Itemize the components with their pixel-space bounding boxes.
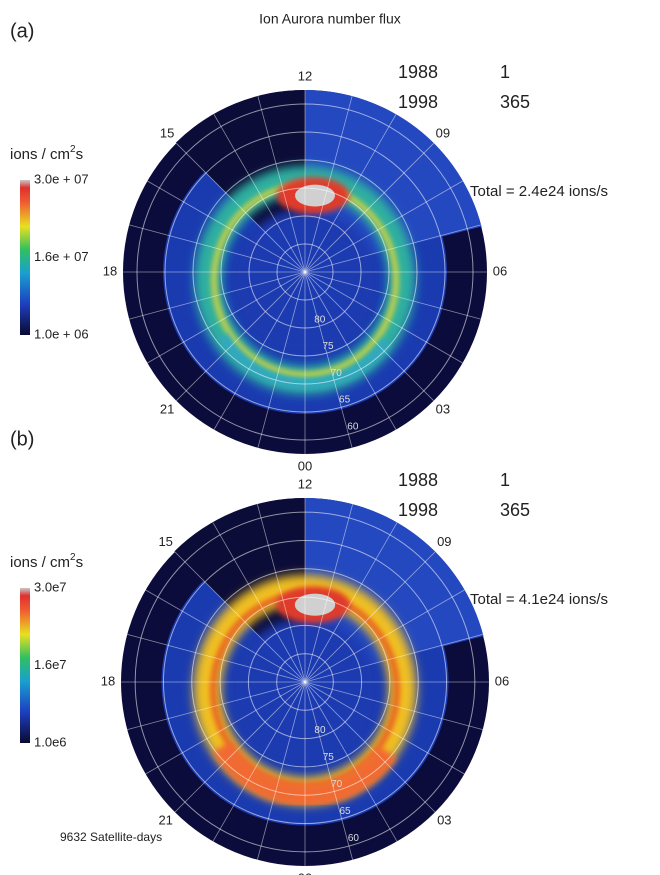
mlt-label: 06: [495, 673, 509, 688]
mlt-label: 18: [101, 673, 115, 688]
mlt-label: 03: [437, 813, 451, 828]
colorbar-unit: ions / cm2s: [10, 144, 83, 163]
mlt-label: 00: [298, 870, 312, 875]
lat-label: 65: [339, 395, 351, 406]
mlt-label: 12: [298, 476, 312, 491]
year: 1998: [398, 92, 438, 112]
figure: Ion Aurora number flux 9632 Satellite-da…: [0, 0, 660, 875]
lat-label: 70: [331, 368, 343, 379]
day: 1: [500, 470, 510, 490]
mlt-label: 12: [298, 68, 312, 83]
lat-label: 75: [322, 341, 334, 352]
mlt-label: 15: [158, 534, 172, 549]
unit-base: ions / cm: [10, 554, 70, 571]
colorbar-label: 1.6e + 07: [34, 249, 89, 264]
lat-label: 60: [348, 833, 360, 844]
mlt-label: 21: [158, 813, 172, 828]
day: 365: [500, 500, 530, 520]
unit-tail: s: [76, 554, 84, 571]
colorbar: [20, 180, 30, 335]
mlt-label: 18: [103, 263, 117, 278]
year: 1988: [398, 62, 438, 82]
mlt-label: 06: [493, 263, 507, 278]
colorbar-label: 3.0e7: [34, 579, 67, 594]
total: Total = 4.1e24 ions/s: [470, 591, 608, 608]
mlt-label: 09: [437, 534, 451, 549]
mlt-label: 09: [436, 126, 450, 141]
lat-label: 75: [323, 752, 335, 763]
colorbar-label: 1.0e + 06: [34, 326, 89, 341]
year: 1988: [398, 470, 438, 490]
lat-label: 65: [339, 806, 351, 817]
day: 365: [500, 92, 530, 112]
panel-label: (b): [10, 428, 34, 450]
figure-title: Ion Aurora number flux: [259, 11, 401, 27]
lat-label: 80: [314, 314, 326, 325]
lat-label: 60: [347, 421, 359, 432]
mlt-label: 21: [160, 401, 174, 416]
colorbar-label: 1.0e6: [34, 734, 67, 749]
total: Total = 2.4e24 ions/s: [470, 183, 608, 200]
unit-base: ions / cm: [10, 146, 70, 163]
colorbar-unit: ions / cm2s: [10, 552, 83, 571]
colorbar: [20, 588, 30, 743]
colorbar-label: 1.6e7: [34, 657, 67, 672]
lat-label: 80: [314, 725, 326, 736]
day: 1: [500, 62, 510, 82]
year: 1998: [398, 500, 438, 520]
footer: 9632 Satellite-days: [60, 830, 162, 844]
panel-label: (a): [10, 20, 34, 42]
mlt-label: 15: [160, 126, 174, 141]
colorbar-label: 3.0e + 07: [34, 171, 89, 186]
lat-label: 70: [331, 779, 343, 790]
unit-tail: s: [76, 146, 84, 163]
mlt-label: 03: [436, 401, 450, 416]
mlt-label: 00: [298, 458, 312, 473]
